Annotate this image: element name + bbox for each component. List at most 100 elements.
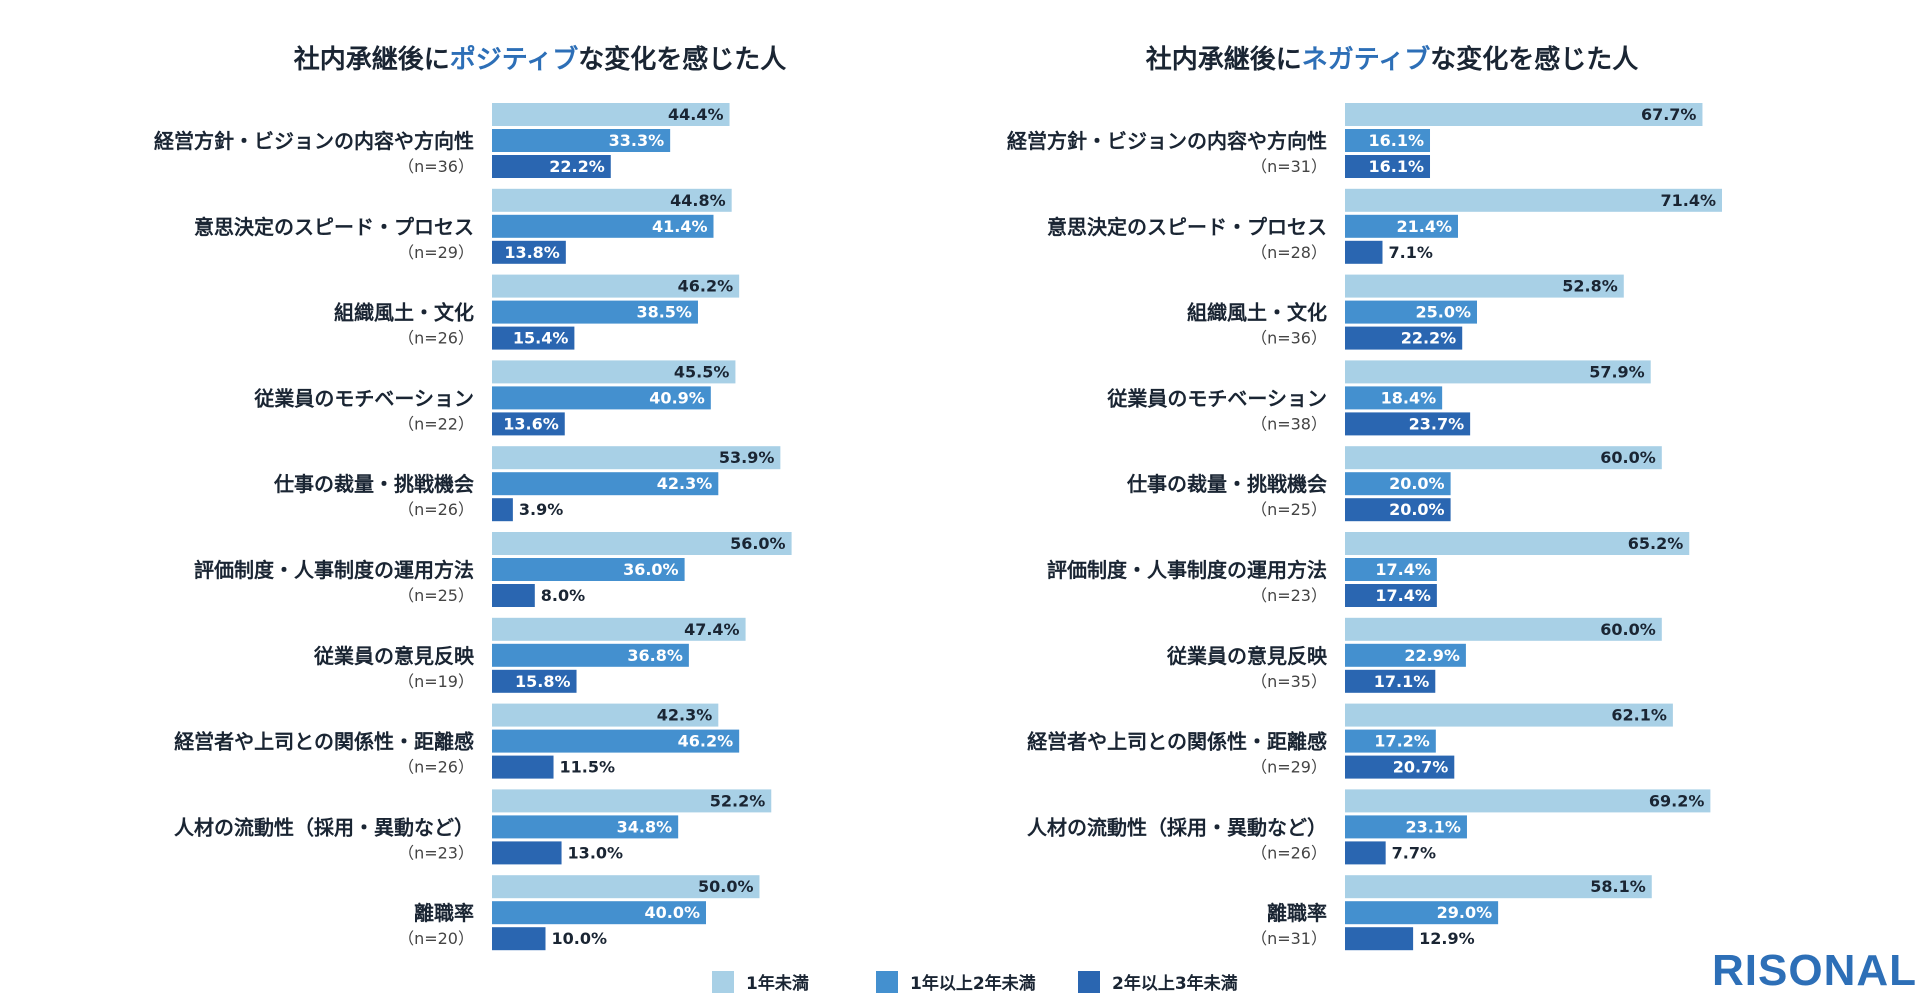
positive-bar-value-label: 8.0% <box>541 586 585 605</box>
positive-bar-value-label: 10.0% <box>552 929 608 948</box>
positive-bar-value-label: 15.8% <box>515 672 571 691</box>
positive-bar <box>492 532 792 555</box>
negative-bar-value-label: 23.1% <box>1405 817 1461 836</box>
positive-bar-value-label: 47.4% <box>684 620 740 639</box>
negative-category-label: 意思決定のスピード・プロセス <box>1047 215 1327 239</box>
negative-bar <box>1345 188 1722 212</box>
positive-bar-value-label: 41.4% <box>652 217 708 236</box>
positive-n-label: （n=36） <box>398 157 474 176</box>
negative-bar-value-label: 69.2% <box>1649 791 1705 810</box>
negative-bar-value-label: 17.2% <box>1374 732 1430 751</box>
negative-bar <box>1345 103 1703 126</box>
positive-bar <box>492 240 566 264</box>
positive-bar <box>492 498 513 522</box>
positive-bar <box>492 326 575 350</box>
negative-bar <box>1345 815 1467 839</box>
negative-bar <box>1345 789 1711 813</box>
negative-category-label: 評価制度・人事制度の運用方法 <box>1047 558 1327 582</box>
positive-bar <box>492 129 671 152</box>
negative-bar-value-label: 17.4% <box>1375 560 1431 579</box>
negative-category-label: 経営者や上司との関係性・距離感 <box>1027 730 1327 754</box>
positive-bar-value-label: 46.2% <box>678 277 734 296</box>
negative-title-part-1: ネガティブ <box>1302 44 1430 75</box>
positive-bar-value-label: 13.0% <box>568 843 624 862</box>
negative-bar-value-label: 12.9% <box>1419 929 1475 948</box>
positive-title-part-0: 社内承継後に <box>294 44 450 75</box>
negative-bar <box>1345 927 1414 951</box>
positive-bar <box>492 815 679 839</box>
negative-bar <box>1345 300 1477 324</box>
negative-bar-value-label: 17.1% <box>1374 672 1430 691</box>
brand-logo: RISONAL <box>1712 946 1917 995</box>
positive-category-label: 経営者や上司との関係性・距離感 <box>174 730 474 754</box>
positive-bar <box>492 188 732 212</box>
negative-title-part-0: 社内承継後に <box>1146 44 1302 75</box>
negative-bar-value-label: 60.0% <box>1600 448 1656 467</box>
positive-bar-value-label: 40.0% <box>644 903 700 922</box>
negative-bar-value-label: 67.7% <box>1641 105 1697 124</box>
positive-chart-title: 社内承継後にポジティブな変化を感じた人 <box>294 44 786 75</box>
positive-bar <box>492 360 736 384</box>
negative-bar-value-label: 16.1% <box>1368 157 1424 176</box>
positive-bar <box>492 901 706 925</box>
positive-bar-value-label: 34.8% <box>617 817 673 836</box>
legend: 1年未満 1年以上2年未満 2年以上3年未満 <box>712 971 1238 994</box>
positive-n-label: （n=29） <box>398 243 474 262</box>
positive-bar-value-label: 11.5% <box>560 758 616 777</box>
positive-category-label: 評価制度・人事制度の運用方法 <box>194 558 474 582</box>
positive-bar <box>492 214 714 238</box>
positive-n-label: （n=26） <box>398 500 474 519</box>
negative-bar-value-label: 16.1% <box>1368 131 1424 150</box>
positive-n-label: （n=22） <box>398 414 474 433</box>
negative-bar <box>1345 214 1458 238</box>
positive-category-label: 人材の流動性（採用・異動など） <box>174 815 474 839</box>
negative-bar <box>1345 841 1386 865</box>
positive-bar <box>492 875 760 899</box>
negative-n-label: （n=35） <box>1251 672 1327 691</box>
positive-title-part-2: な変化を感じた人 <box>578 44 786 75</box>
legend-label: 1年未満 <box>746 973 809 994</box>
legend-swatch <box>876 971 898 993</box>
negative-bar-value-label: 57.9% <box>1589 362 1645 381</box>
positive-n-label: （n=23） <box>398 843 474 862</box>
negative-bar <box>1345 901 1499 925</box>
negative-bar <box>1345 155 1431 178</box>
negative-bar-value-label: 21.4% <box>1396 217 1452 236</box>
negative-n-label: （n=29） <box>1251 758 1327 777</box>
positive-category-label: 従業員のモチベーション <box>253 386 474 410</box>
positive-bar <box>492 927 546 951</box>
legend-swatch <box>1078 971 1100 993</box>
positive-bar-value-label: 15.4% <box>513 329 569 348</box>
negative-bar-value-label: 65.2% <box>1628 534 1684 553</box>
negative-n-label: （n=31） <box>1251 157 1327 176</box>
positive-bar-value-label: 56.0% <box>730 534 786 553</box>
positive-bar <box>492 669 577 693</box>
positive-bar-value-label: 50.0% <box>698 877 754 896</box>
positive-n-label: （n=19） <box>398 672 474 691</box>
negative-category-label: 仕事の裁量・挑戦機会 <box>1126 472 1327 496</box>
legend-label: 1年以上2年未満 <box>910 973 1036 994</box>
negative-bar <box>1345 584 1437 607</box>
negative-bar-value-label: 25.0% <box>1415 303 1471 322</box>
negative-bar-value-label: 7.7% <box>1392 843 1436 862</box>
negative-category-label: 経営方針・ビジョンの内容や方向性 <box>1007 129 1327 153</box>
negative-bar <box>1345 617 1662 641</box>
negative-bar <box>1345 558 1437 581</box>
positive-bar <box>492 703 719 727</box>
positive-bar <box>492 155 611 178</box>
positive-bar <box>492 300 698 324</box>
positive-n-label: （n=26） <box>398 758 474 777</box>
positive-bar-value-label: 42.3% <box>657 706 713 725</box>
positive-bar <box>492 558 685 581</box>
positive-category-label: 従業員の意見反映 <box>313 644 475 668</box>
negative-title-part-2: な変化を感じた人 <box>1430 44 1638 75</box>
positive-bar-value-label: 36.0% <box>623 560 679 579</box>
negative-bar-value-label: 17.4% <box>1375 586 1431 605</box>
negative-bar <box>1345 360 1651 384</box>
negative-category-label: 従業員の意見反映 <box>1166 644 1328 668</box>
legend-swatch <box>712 971 734 993</box>
negative-category-label: 人材の流動性（採用・異動など） <box>1027 815 1327 839</box>
negative-bar-value-label: 22.9% <box>1404 646 1460 665</box>
